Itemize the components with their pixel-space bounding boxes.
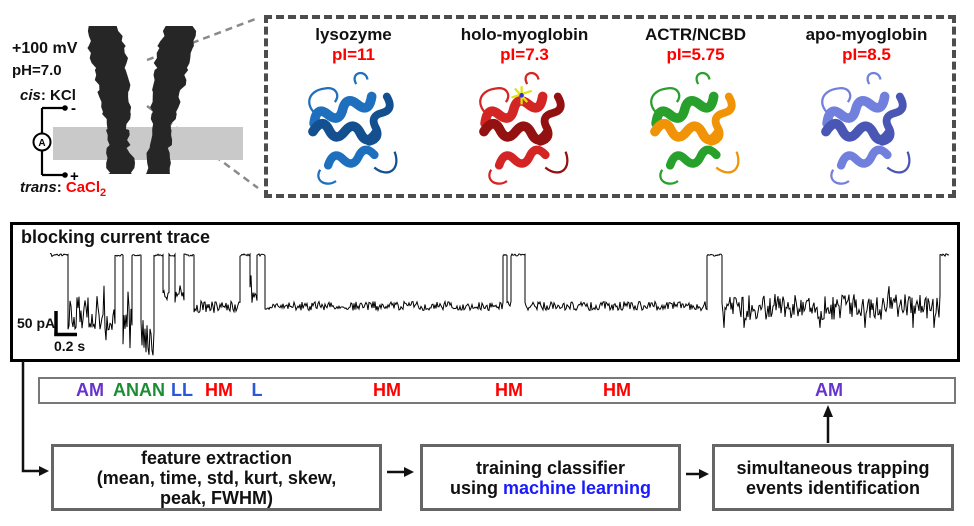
protein-name: holo-myoglobin [460,25,589,44]
current-trace-plot [49,252,950,356]
protein-name: lysozyme [315,25,392,44]
circuit-wires [40,106,65,177]
protein-ribbon-structure [307,71,397,185]
classification-label: L [251,380,263,400]
cis-side-label: cis: KCl [20,87,76,104]
feature-extraction-line1: feature extraction [140,447,293,468]
classification-label: HM [373,380,401,400]
protein-isoelectric-point: pI=11 [331,45,375,64]
cis-word: cis [20,87,41,104]
trans-salt: CaCl [65,179,101,196]
arrowhead-up-to-am [823,405,833,417]
protein-panel: lysozyme pI=11 holo-myoglobin pI=7.3 [264,15,956,198]
arrowhead-into-box2 [404,467,414,477]
electrode-dot-bottom [62,172,68,178]
classification-label: AM [76,380,104,400]
electrode-negative-sign: - [71,100,76,117]
protein-isoelectric-point: pI=8.5 [842,45,891,64]
feature-extraction-line3: peak, FWHM) [159,487,273,508]
arrowhead-into-box3 [699,469,709,479]
protein-isoelectric-point: pI=5.75 [666,45,725,64]
applied-voltage-label: +100 mV [12,40,78,57]
nanopore-left-monomer [87,26,135,174]
ammeter-letter: A [38,138,45,149]
scalebar-time-label: 0.2 s [54,338,86,354]
protein-ribbon-structure [649,71,739,185]
classification-label: LL [171,380,193,400]
protein-card-list: lysozyme pI=11 holo-myoglobin pI=7.3 [268,25,952,190]
heme-group [510,86,532,105]
electrode-dot-top [62,105,68,111]
electrode-positive-sign: + [70,168,79,185]
ph-label: pH=7.0 [12,62,62,79]
trapping-line1: simultaneous trapping [736,457,930,478]
classification-label: HM [603,380,631,400]
trans-side-label: trans: CaCl2 [20,179,106,199]
trace-title: blocking current trace [21,227,211,247]
protein-card: holo-myoglobin pI=7.3 [439,25,610,190]
protein-name: apo-myoglobin [805,25,928,44]
protein-isoelectric-point: pI=7.3 [500,45,549,64]
using-text: using [449,477,503,498]
protein-name: ACTR/NCBD [644,25,747,44]
classification-row: AM ANAN LL HM L HM HM HM AM [38,377,956,404]
callout-line-top [146,16,259,62]
ammeter-icon [32,132,52,152]
current-trace-line [49,252,950,356]
scale-bars [54,311,77,337]
classification-label: AM [815,380,843,400]
training-classifier-box: training classifier using machine learni… [420,444,681,511]
training-classifier-line2: using machine learning [450,478,651,498]
scalebar-current-label: 50 pA [17,315,56,331]
trans-salt-subscript: 2 [100,187,107,199]
trapping-identification-box: simultaneous trapping events identificat… [712,444,954,511]
classification-label: HM [205,380,233,400]
nanopore-right-monomer [146,26,197,174]
feature-extraction-line2: (mean, time, std, kurt, skew, [96,467,337,488]
feature-extraction-box: feature extraction (mean, time, std, kur… [51,444,382,511]
classification-label: ANAN [113,380,165,400]
protein-card: apo-myoglobin pI=8.5 [781,25,952,190]
cis-salt: KCl [50,87,76,104]
protein-ribbon-structure [820,71,910,185]
training-classifier-line1: training classifier [475,457,626,478]
classification-label: HM [495,380,523,400]
nanopore-schematic: A - + [32,16,259,190]
arrowhead-into-box1 [39,466,49,476]
protein-card: lysozyme pI=11 [268,25,439,190]
current-trace-panel: blocking current trace [10,222,960,362]
cis-separator: : [40,87,51,104]
protein-ribbon-structure [478,71,568,185]
protein-card: ACTR/NCBD pI=5.75 [610,25,781,190]
trans-separator: : [56,179,66,196]
trapping-line2: events identification [745,477,921,498]
trans-word: trans [20,179,57,196]
machine-learning-text: machine learning [502,477,652,498]
